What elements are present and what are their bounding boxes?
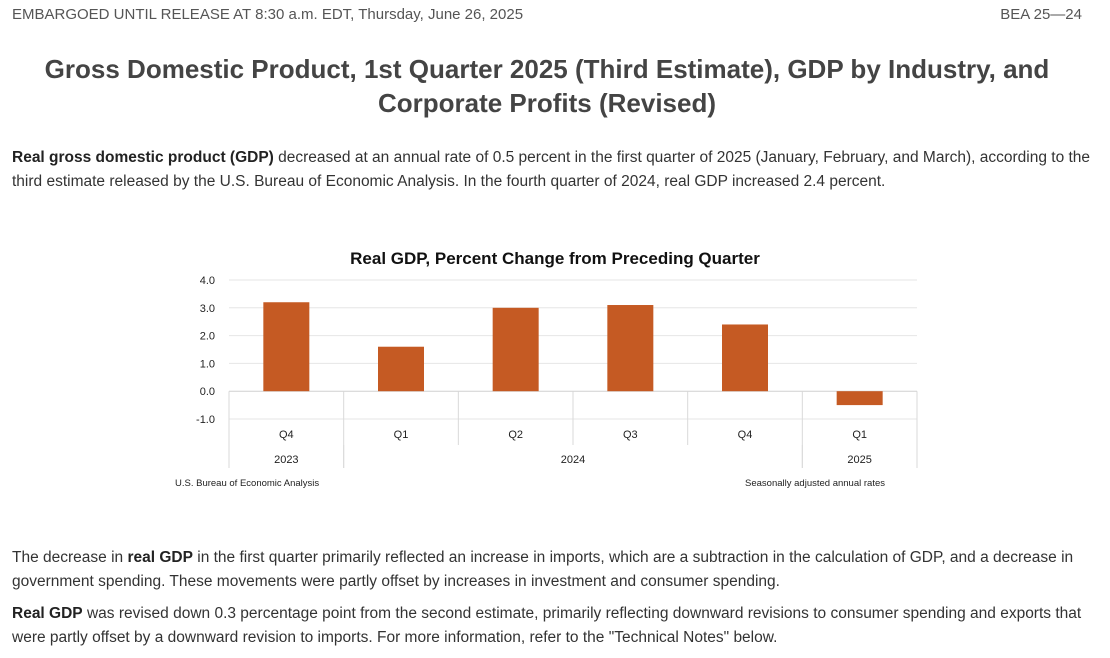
chart-note: Seasonally adjusted annual rates bbox=[745, 478, 885, 489]
paragraph-decrease: The decrease in real GDP in the first qu… bbox=[12, 546, 1092, 594]
y-tick-label: 1.0 bbox=[200, 358, 215, 370]
x-tick-label: Q4 bbox=[279, 429, 294, 441]
embargo-notice: EMBARGOED UNTIL RELEASE AT 8:30 a.m. EDT… bbox=[12, 6, 524, 23]
year-label: 2024 bbox=[561, 454, 585, 466]
chart-title: Real GDP, Percent Change from Preceding … bbox=[350, 249, 760, 268]
x-tick-label: Q1 bbox=[852, 429, 867, 441]
y-tick-label: 3.0 bbox=[200, 303, 215, 315]
year-label: 2023 bbox=[274, 454, 298, 466]
bar bbox=[492, 307, 539, 392]
y-tick-label: -1.0 bbox=[196, 414, 215, 426]
intro-text: decreased at an annual rate of 0.5 perce… bbox=[12, 149, 1091, 190]
bar bbox=[722, 324, 768, 392]
bar bbox=[378, 346, 424, 392]
release-id: BEA 25—24 bbox=[1000, 6, 1082, 23]
bar bbox=[263, 302, 310, 392]
x-tick-label: Q3 bbox=[623, 429, 638, 441]
header-bar: EMBARGOED UNTIL RELEASE AT 8:30 a.m. EDT… bbox=[12, 6, 1082, 23]
decrease-text: in the first quarter primarily reflected… bbox=[12, 549, 1074, 590]
page-title: Gross Domestic Product, 1st Quarter 2025… bbox=[44, 54, 1050, 118]
y-tick-label: 4.0 bbox=[200, 275, 215, 287]
gdp-bar-chart: Real GDP, Percent Change from Preceding … bbox=[175, 249, 918, 489]
paragraph-intro: Real gross domestic product (GDP) decrea… bbox=[12, 146, 1092, 194]
revision-text: was revised down 0.3 percentage point fr… bbox=[12, 605, 1082, 646]
y-tick-label: 0.0 bbox=[200, 386, 215, 398]
x-tick-label: Q2 bbox=[508, 429, 523, 441]
x-tick-label: Q4 bbox=[738, 429, 753, 441]
paragraph-revision: Real GDP was revised down 0.3 percentage… bbox=[12, 602, 1092, 650]
decrease-pre: The decrease in bbox=[12, 549, 128, 566]
x-tick-label: Q1 bbox=[394, 429, 409, 441]
bar bbox=[607, 305, 654, 392]
year-label: 2025 bbox=[847, 454, 871, 466]
y-tick-label: 2.0 bbox=[200, 331, 215, 343]
revision-bold: Real GDP bbox=[12, 605, 83, 622]
chart-source: U.S. Bureau of Economic Analysis bbox=[175, 478, 319, 489]
bar bbox=[836, 391, 883, 406]
intro-bold: Real gross domestic product (GDP) bbox=[12, 149, 274, 166]
decrease-bold: real GDP bbox=[127, 549, 193, 566]
